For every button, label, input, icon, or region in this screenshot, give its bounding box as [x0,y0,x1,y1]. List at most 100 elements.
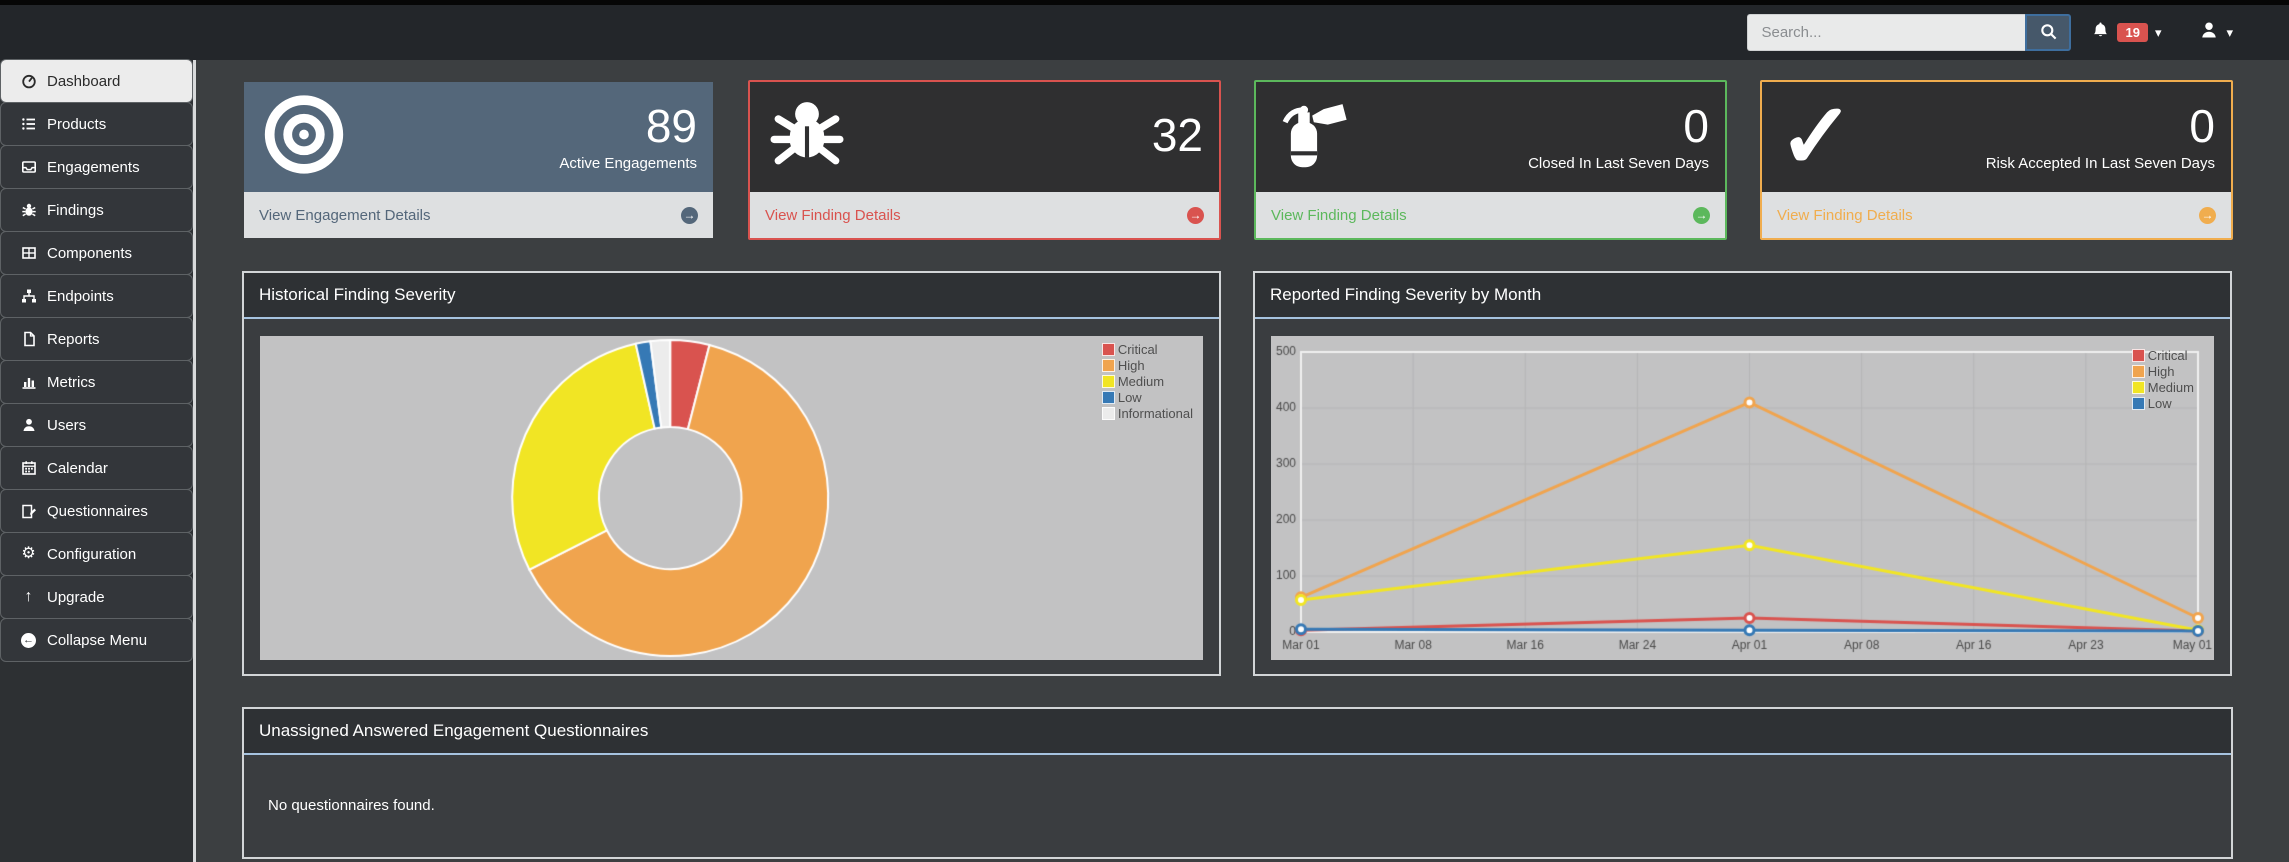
sidebar-item-label: Calendar [47,459,108,477]
view-engagement-details-link[interactable]: View Engagement Details → [244,192,713,238]
historical-severity-chart: Critical High Medium Low Informational [260,336,1203,660]
sidebar-item-questionnaires[interactable]: Questionnaires [0,489,193,533]
user-menu-dropdown[interactable]: ▾ [2199,20,2233,45]
legend-swatch [2131,365,2145,378]
line-chart-canvas [1271,336,2214,660]
legend-swatch [2131,397,2145,410]
legend-label: Medium [2147,380,2194,395]
card-subtitle: Risk Accepted In Last Seven Days [1985,154,2215,172]
gear-icon: ⚙ [21,545,36,562]
risk-accepted-card: ✓ 0 Risk Accepted In Last Seven Days Vie… [1760,80,2233,240]
donut-chart-canvas [260,336,1203,660]
card-value: 89 [645,100,697,153]
check-icon: ✓ [1778,86,1856,188]
user-icon [2199,20,2219,45]
sidebar-item-label: Components [47,244,133,262]
bell-icon [2091,21,2110,45]
circle-arrow-right-icon: → [1693,206,1710,224]
legend-label: Low [1117,390,1142,405]
card-value: 0 [2189,100,2215,153]
footer-label: View Finding Details [765,206,901,224]
chevron-down-icon: ▾ [2154,25,2162,40]
search-input[interactable] [1747,14,2026,51]
questionnaires-empty-message: No questionnaires found. [268,797,435,814]
legend-item: Low [2131,396,2194,411]
chart-legend: Critical High Medium Low Informational [1101,342,1193,422]
view-finding-details-link[interactable]: View Finding Details → [1256,192,1725,238]
sidebar-item-metrics[interactable]: Metrics [0,360,193,404]
bug-icon [18,202,39,218]
reported-severity-chart: Critical High Medium Low [1271,336,2214,660]
legend-label: Informational [1117,406,1193,421]
notifications-dropdown[interactable]: 19 ▾ [2091,21,2161,45]
sidebar-item-label: Findings [47,201,104,219]
sidebar: Dashboard Products Engagements Findings … [0,59,196,862]
sidebar-item-components[interactable]: Components [0,231,193,275]
findings-count-card: 32 View Finding Details → [748,80,1221,240]
footer-label: View Finding Details [1777,206,1913,224]
sidebar-item-engagements[interactable]: Engagements [0,145,193,189]
sidebar-item-collapse-menu[interactable]: ← Collapse Menu [0,618,193,662]
legend-label: Low [2147,396,2172,411]
questionnaires-panel: Unassigned Answered Engagement Questionn… [242,707,2233,859]
panel-title: Reported Finding Severity by Month [1255,273,2230,319]
bug-icon [766,94,848,181]
view-finding-details-link[interactable]: View Finding Details → [1762,192,2231,238]
arrow-up-icon: ↑ [24,588,33,605]
legend-swatch [1101,359,1115,372]
legend-item: High [1101,358,1193,373]
footer-label: View Finding Details [1271,206,1407,224]
sidebar-item-label: Upgrade [47,588,105,606]
card-subtitle: Closed In Last Seven Days [1528,154,1709,172]
card-value: 32 [1151,108,1203,161]
legend-swatch [2131,381,2145,394]
inbox-icon [18,159,39,175]
sidebar-item-label: Collapse Menu [47,631,148,649]
card-body: 32 [750,82,1219,192]
sitemap-icon [18,288,39,304]
footer-label: View Engagement Details [259,206,431,224]
chevron-down-icon: ▾ [2226,25,2233,40]
charts-row: Historical Finding Severity Critical High… [242,271,2233,676]
sidebar-item-label: Metrics [47,373,96,391]
panel-title: Unassigned Answered Engagement Questionn… [244,709,2231,755]
sidebar-item-findings[interactable]: Findings [0,188,193,232]
search-group [1747,14,2072,51]
sidebar-item-label: Products [47,115,107,133]
topbar: 19 ▾ ▾ [0,0,2289,60]
sidebar-item-calendar[interactable]: Calendar [0,446,193,490]
sidebar-item-configuration[interactable]: ⚙ Configuration [0,532,193,576]
calendar-icon [18,460,39,476]
card-subtitle: Active Engagements [559,154,697,172]
legend-swatch [1101,375,1115,388]
sidebar-item-label: Endpoints [47,287,114,305]
sidebar-item-label: Users [47,416,87,434]
legend-swatch [1101,391,1115,404]
table-icon [18,245,39,261]
legend-item: High [2131,364,2194,379]
sidebar-item-reports[interactable]: Reports [0,317,193,361]
sidebar-item-label: Questionnaires [47,502,148,520]
legend-item: Critical [1101,342,1193,357]
legend-item: Low [1101,390,1193,405]
view-finding-details-link[interactable]: View Finding Details → [750,192,1219,238]
sidebar-item-products[interactable]: Products [0,102,193,146]
main-content: 89 Active Engagements View Engagement De… [242,80,2233,859]
bullseye-icon [260,91,348,184]
legend-item: Critical [2131,348,2194,363]
sidebar-item-users[interactable]: Users [0,403,193,447]
legend-item: Medium [1101,374,1193,389]
bar-chart-icon [18,374,39,390]
reported-severity-panel: Reported Finding Severity by Month Criti… [1253,271,2232,676]
sidebar-item-endpoints[interactable]: Endpoints [0,274,193,318]
sidebar-item-dashboard[interactable]: Dashboard [0,59,193,103]
historical-severity-panel: Historical Finding Severity Critical High… [242,271,1221,676]
search-button[interactable] [2025,14,2072,51]
tachometer-icon [18,73,39,89]
legend-swatch [2131,349,2145,362]
search-icon [2039,22,2058,44]
list-icon [18,116,39,132]
sidebar-item-upgrade[interactable]: ↑ Upgrade [0,575,193,619]
chart-legend: Critical High Medium Low [2131,348,2194,412]
legend-label: High [2147,364,2175,379]
